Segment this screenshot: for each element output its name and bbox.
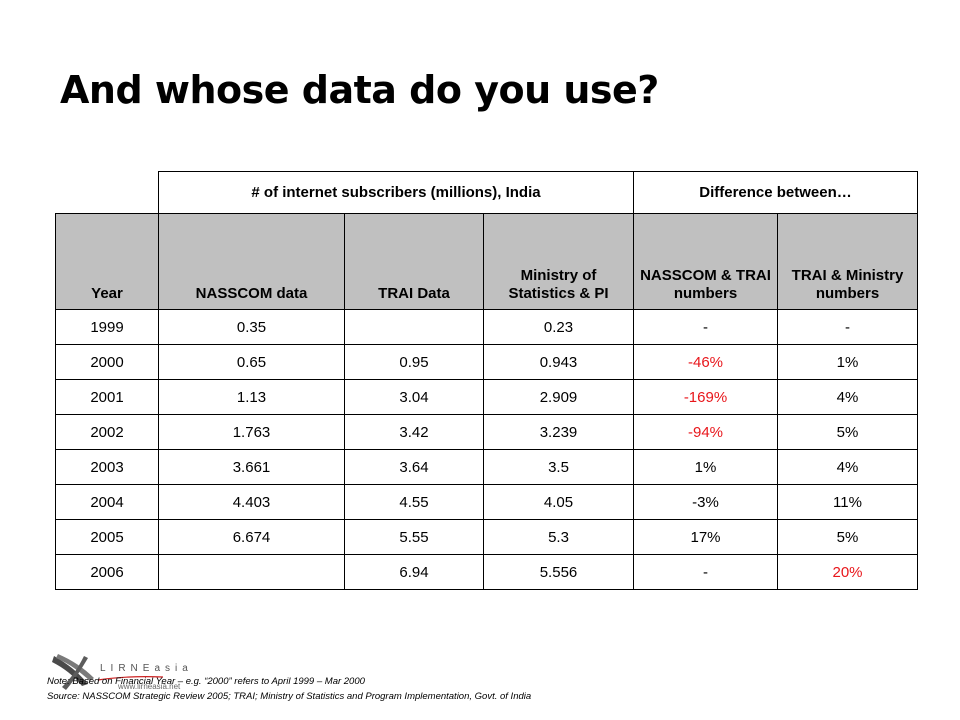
table-row: 2003 3.661 3.64 3.5 1% 4% [55,449,919,485]
cell-nasscom: 1.13 [158,379,345,415]
subscribers-table: # of internet subscribers (millions), In… [55,171,919,590]
cell-trai-ministry-diff: 4% [776,449,919,485]
lirneasia-logo-icon [52,654,164,690]
cell-ministry: 3.239 [483,414,634,450]
cell-trai-ministry-diff: 20% [776,554,919,590]
table-row: 2004 4.403 4.55 4.05 -3% 11% [55,484,919,520]
cell-nasscom-trai-diff: -3% [633,484,778,520]
cell-ministry: 2.909 [483,379,634,415]
cell-nasscom: 3.661 [158,449,345,485]
table-row: 2006 6.94 5.556-20% [55,554,919,590]
cell-nasscom-trai-diff: -94% [633,414,778,450]
cell-ministry: 0.23 [483,309,634,345]
slide-title: And whose data do you use? [60,68,659,112]
cell-ministry: 5.3 [483,519,634,555]
cell-nasscom-trai-diff: - [633,309,778,345]
subscribers-group-header: # of internet subscribers (millions), In… [158,171,634,214]
cell-trai-ministry-diff: 1% [776,344,919,380]
cell-year: 2006 [55,554,159,590]
table-row: 2005 6.674 5.55 5.3 17% 5% [55,519,919,555]
cell-ministry: 3.5 [483,449,634,485]
cell-trai: 3.04 [344,379,484,415]
cell-nasscom-trai-diff: -169% [633,379,778,415]
cell-trai-ministry-diff: 4% [776,379,919,415]
cell-year: 1999 [55,309,159,345]
cell-year: 2000 [55,344,159,380]
cell-ministry: 4.05 [483,484,634,520]
cell-ministry: 5.556 [483,554,634,590]
cell-trai-ministry-diff: 11% [776,484,919,520]
column-header-row: Year NASSCOM data TRAI Data Ministry of … [55,213,919,310]
cell-nasscom: 0.65 [158,344,345,380]
column-header-trai: TRAI Data [344,213,484,310]
cell-year: 2002 [55,414,159,450]
table-row: 2002 1.763 3.42 3.239 -94% 5% [55,414,919,450]
table-row: 2001 1.13 3.04 2.909 -169% 4% [55,379,919,415]
cell-trai: 5.55 [344,519,484,555]
blank-corner-cell [55,171,159,214]
cell-nasscom: 1.763 [158,414,345,450]
cell-nasscom [158,554,345,590]
table-row: 2000 0.65 0.95 0.943 -46% 1% [55,344,919,380]
table-body: 1999 0.35 0.23- -2000 0.65 0.95 0.943 -46% 1% 200… [55,309,919,590]
logo-wordmark: LIRNEasia [100,663,193,674]
cell-trai: 3.42 [344,414,484,450]
cell-trai-ministry-diff: 5% [776,414,919,450]
cell-nasscom-trai-diff: 1% [633,449,778,485]
cell-trai [344,309,484,345]
column-header-trai-ministry-diff: TRAI & Ministry numbers [776,213,919,310]
cell-trai-ministry-diff: - [776,309,919,345]
column-header-nasscom-trai-diff: NASSCOM & TRAI numbers [633,213,778,310]
cell-year: 2001 [55,379,159,415]
cell-year: 2003 [55,449,159,485]
cell-nasscom-trai-diff: - [633,554,778,590]
cell-year: 2005 [55,519,159,555]
logo-url: www.lirneasia.net [118,682,181,691]
cell-nasscom-trai-diff: 17% [633,519,778,555]
cell-trai: 6.94 [344,554,484,590]
cell-trai: 0.95 [344,344,484,380]
cell-trai: 3.64 [344,449,484,485]
cell-ministry: 0.943 [483,344,634,380]
column-header-ministry: Ministry of Statistics & PI [483,213,634,310]
cell-trai-ministry-diff: 5% [776,519,919,555]
difference-group-header: Difference between… [632,171,919,214]
column-header-nasscom: NASSCOM data [158,213,345,310]
table-row: 1999 0.35 0.23- - [55,309,919,345]
cell-nasscom: 6.674 [158,519,345,555]
column-header-year: Year [55,213,159,310]
cell-nasscom: 0.35 [158,309,345,345]
group-header-row: # of internet subscribers (millions), In… [55,171,919,214]
cell-trai: 4.55 [344,484,484,520]
footnote-note: Note: Based on Financial Year – e.g. “20… [47,676,365,687]
cell-year: 2004 [55,484,159,520]
cell-nasscom: 4.403 [158,484,345,520]
footnote-source: Source: NASSCOM Strategic Review 2005; T… [47,691,532,702]
cell-nasscom-trai-diff: -46% [633,344,778,380]
